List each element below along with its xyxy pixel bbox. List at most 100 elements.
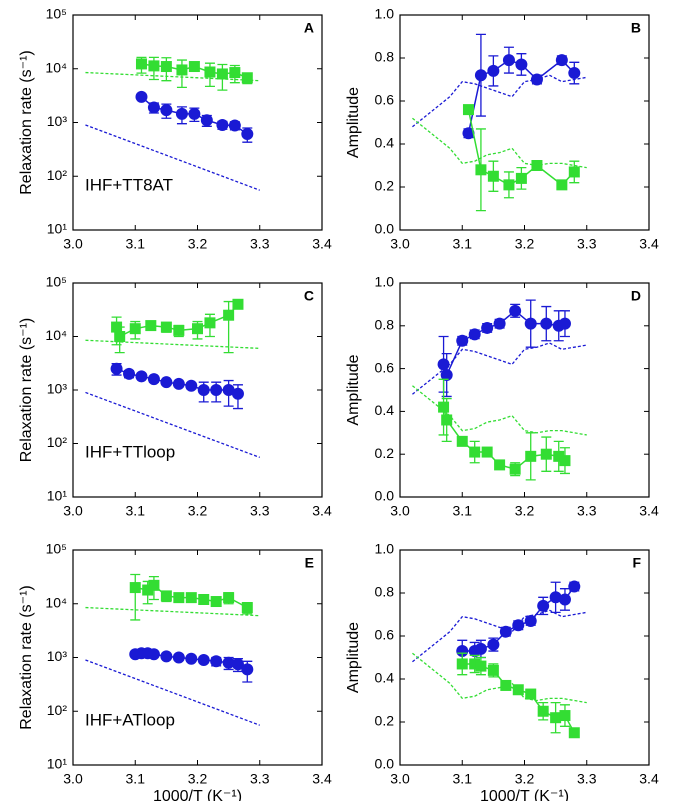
y-tick-label: 10¹ xyxy=(47,756,68,772)
data-point xyxy=(556,179,568,191)
fit-line xyxy=(85,391,260,459)
data-point xyxy=(210,596,222,608)
y-tick-label: 0.0 xyxy=(375,756,395,772)
fit-line xyxy=(85,606,260,617)
panel-label: F xyxy=(632,555,641,571)
data-point xyxy=(487,64,500,77)
x-tick-label: 3.2 xyxy=(515,503,535,519)
annotation: IHF+ATloop xyxy=(85,710,175,729)
y-tick-label: 0.4 xyxy=(375,135,395,151)
x-tick-label: 3.4 xyxy=(312,236,332,252)
x-tick-label: 3.0 xyxy=(63,236,83,252)
y-tick-label: 0.2 xyxy=(375,178,395,194)
data-point xyxy=(568,166,580,178)
data-point xyxy=(160,61,172,73)
data-point xyxy=(493,317,506,330)
data-point xyxy=(468,328,481,341)
data-point xyxy=(559,455,571,467)
panel: 3.0 3.1 3.2 3.3 3.4 10¹ 10² 10³ 10⁴ 10⁵ E IHF+ATloo… xyxy=(18,541,332,801)
data-point xyxy=(487,664,499,676)
data-point xyxy=(550,712,562,724)
data-point xyxy=(500,679,512,691)
fit-line xyxy=(85,659,260,726)
x-tick-label: 3.4 xyxy=(639,503,659,519)
plot-frame xyxy=(72,14,323,231)
fit-line xyxy=(412,609,587,663)
data-point xyxy=(512,619,525,632)
y-tick-label: 0.8 xyxy=(375,584,395,600)
data-point xyxy=(135,90,148,103)
x-tick-label: 3.3 xyxy=(250,771,270,787)
x-tick-label: 3.4 xyxy=(639,771,659,787)
y-tick-label: 10² xyxy=(47,434,68,450)
error-bar xyxy=(223,300,234,354)
plot-frame xyxy=(72,282,323,498)
fit-line xyxy=(412,342,587,395)
x-tick-label: 3.0 xyxy=(63,503,83,519)
data-point xyxy=(462,127,475,140)
y-tick-label: 0.0 xyxy=(375,488,395,504)
plot-frame xyxy=(399,549,650,766)
data-point xyxy=(568,727,580,739)
y-tick-label: 1.0 xyxy=(375,541,395,557)
data-point xyxy=(197,384,210,396)
data-point xyxy=(568,67,581,80)
x-tick-label: 3.0 xyxy=(390,503,410,519)
data-point xyxy=(160,376,173,389)
data-point xyxy=(241,128,254,141)
data-point xyxy=(475,164,487,176)
x-tick-label: 3.3 xyxy=(577,771,597,787)
y-axis-label: Amplitude xyxy=(345,87,362,158)
y-tick-label: 10⁵ xyxy=(46,274,67,290)
data-point xyxy=(540,317,553,330)
data-point xyxy=(129,582,141,594)
data-point xyxy=(502,54,515,67)
data-point xyxy=(475,660,487,672)
y-tick-label: 10⁵ xyxy=(46,541,67,557)
x-tick-label: 3.4 xyxy=(312,503,332,519)
panel: 3.0 3.1 3.2 3.3 3.4 0.0 0.2 0.4 0.6 0.8 1.0 B Amplit… xyxy=(345,6,659,252)
y-tick-label: 0.8 xyxy=(375,317,395,333)
data-point xyxy=(524,614,537,627)
x-tick-label: 3.0 xyxy=(390,771,410,787)
y-tick-label: 1.0 xyxy=(375,6,395,22)
data-point xyxy=(145,320,157,332)
panel: 3.0 3.1 3.2 3.3 3.4 0.0 0.2 0.4 0.6 0.8 1.0 F Amplit… xyxy=(345,541,659,801)
data-point xyxy=(223,309,235,321)
y-axis-label: Amplitude xyxy=(345,622,362,693)
data-point xyxy=(558,317,571,330)
data-point xyxy=(204,66,216,78)
data-point xyxy=(540,448,552,460)
data-point xyxy=(515,58,528,71)
fit-line xyxy=(412,74,587,128)
data-point xyxy=(175,107,188,120)
x-tick-label: 3.1 xyxy=(453,236,473,252)
y-tick-label: 0.6 xyxy=(375,359,395,375)
fit-line xyxy=(412,117,587,169)
data-point xyxy=(559,710,571,722)
data-point xyxy=(481,446,493,458)
data-point xyxy=(525,688,537,700)
data-point xyxy=(188,61,200,73)
data-point xyxy=(456,334,469,347)
x-tick-label: 3.2 xyxy=(515,771,535,787)
fit-line xyxy=(85,339,260,350)
data-point xyxy=(469,658,481,670)
x-tick-label: 3.4 xyxy=(312,771,332,787)
panel-label: A xyxy=(304,20,314,36)
panel: 3.0 3.1 3.2 3.3 3.4 10¹ 10² 10³ 10⁴ 10⁵ A IHF+TT8AT… xyxy=(18,6,332,252)
data-point xyxy=(160,104,173,117)
x-tick-label: 3.2 xyxy=(515,236,535,252)
data-point xyxy=(129,323,141,335)
data-point xyxy=(229,67,241,79)
data-point xyxy=(114,331,126,342)
x-tick-label: 3.1 xyxy=(126,236,146,252)
data-point xyxy=(172,377,185,390)
data-point xyxy=(148,60,160,72)
data-point xyxy=(494,459,506,471)
y-tick-label: 10⁴ xyxy=(45,59,67,75)
data-point xyxy=(553,450,565,462)
data-point xyxy=(110,362,123,375)
annotation: IHF+TTloop xyxy=(85,442,175,461)
